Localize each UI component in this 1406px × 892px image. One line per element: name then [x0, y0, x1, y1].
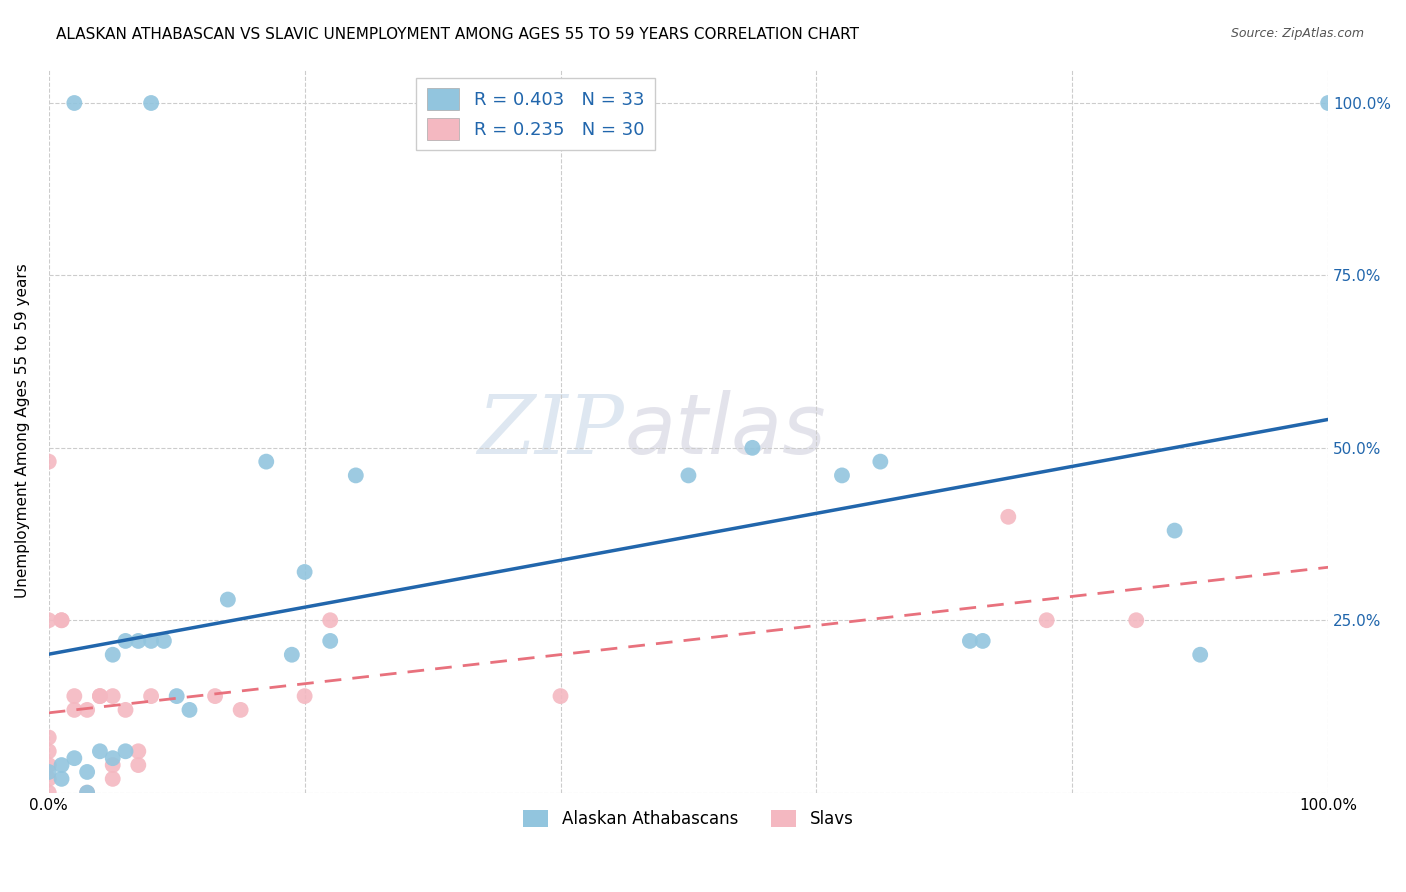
Point: [294, 565, 316, 579]
Point: [63, 95, 86, 110]
Point: [741, 441, 763, 455]
Point: [678, 468, 700, 483]
Point: [63, 703, 86, 717]
Point: [38, 758, 60, 772]
Point: [1035, 613, 1057, 627]
Point: [1189, 648, 1212, 662]
Point: [254, 455, 277, 469]
Point: [38, 613, 60, 627]
Point: [38, 764, 60, 779]
Point: [101, 772, 124, 786]
Point: [101, 758, 124, 772]
Point: [76, 786, 98, 800]
Point: [319, 634, 342, 648]
Point: [166, 689, 188, 703]
Point: [51, 613, 73, 627]
Point: [38, 772, 60, 786]
Point: [101, 689, 124, 703]
Legend: Alaskan Athabascans, Slavs: Alaskan Athabascans, Slavs: [516, 804, 860, 835]
Point: [76, 786, 98, 800]
Point: [959, 634, 981, 648]
Point: [101, 648, 124, 662]
Point: [229, 703, 252, 717]
Point: [319, 613, 342, 627]
Point: [139, 634, 162, 648]
Point: [550, 689, 572, 703]
Point: [997, 509, 1019, 524]
Point: [217, 592, 239, 607]
Point: [76, 764, 98, 779]
Point: [294, 689, 316, 703]
Text: atlas: atlas: [624, 390, 827, 471]
Point: [204, 689, 226, 703]
Point: [89, 689, 111, 703]
Point: [38, 744, 60, 758]
Point: [89, 744, 111, 758]
Point: [101, 751, 124, 765]
Point: [869, 455, 891, 469]
Point: [114, 744, 136, 758]
Point: [972, 634, 994, 648]
Point: [127, 744, 149, 758]
Point: [344, 468, 367, 483]
Y-axis label: Unemployment Among Ages 55 to 59 years: Unemployment Among Ages 55 to 59 years: [15, 263, 30, 598]
Point: [1163, 524, 1185, 538]
Point: [1317, 95, 1340, 110]
Point: [114, 703, 136, 717]
Point: [831, 468, 853, 483]
Point: [51, 758, 73, 772]
Text: ZIP: ZIP: [478, 391, 624, 471]
Point: [139, 95, 162, 110]
Point: [89, 689, 111, 703]
Point: [281, 648, 304, 662]
Point: [127, 634, 149, 648]
Point: [51, 613, 73, 627]
Text: Source: ZipAtlas.com: Source: ZipAtlas.com: [1230, 27, 1364, 40]
Point: [127, 758, 149, 772]
Point: [139, 689, 162, 703]
Point: [179, 703, 201, 717]
Point: [38, 786, 60, 800]
Text: ALASKAN ATHABASCAN VS SLAVIC UNEMPLOYMENT AMONG AGES 55 TO 59 YEARS CORRELATION : ALASKAN ATHABASCAN VS SLAVIC UNEMPLOYMEN…: [56, 27, 859, 42]
Point: [114, 634, 136, 648]
Point: [38, 455, 60, 469]
Point: [153, 634, 176, 648]
Point: [38, 731, 60, 745]
Point: [76, 703, 98, 717]
Point: [51, 772, 73, 786]
Point: [1125, 613, 1147, 627]
Point: [63, 751, 86, 765]
Point: [63, 689, 86, 703]
